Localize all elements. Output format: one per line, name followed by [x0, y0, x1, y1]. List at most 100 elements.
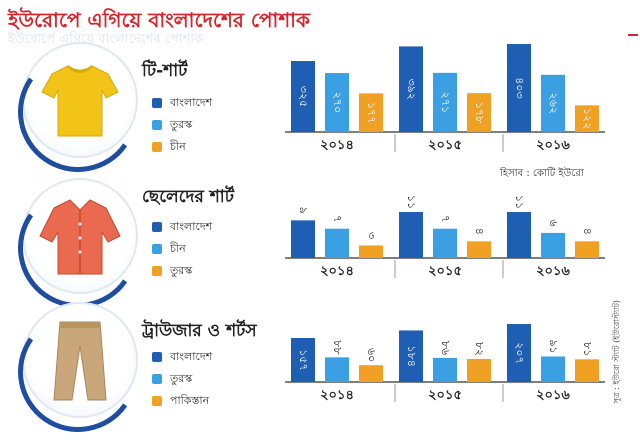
- source-note: সূত্র : ইউরো স্ট্যাট (ইউরোস্ট্যাট): [612, 300, 621, 404]
- bar: [359, 245, 383, 258]
- bar: [291, 220, 315, 258]
- trouser-circle: [22, 302, 138, 418]
- bar: [325, 228, 349, 258]
- legend-swatch: [152, 222, 162, 232]
- data-label: ৬০: [365, 348, 378, 362]
- data-label: ১৭৭: [365, 102, 378, 123]
- data-label: ১১: [513, 195, 526, 209]
- bar: [467, 359, 491, 382]
- ghost-subtitle: ইউরোপে এগিয়ে বাংলাদেশের পোশাক: [8, 32, 204, 47]
- data-label: ৯: [297, 207, 310, 214]
- bar: [467, 93, 491, 132]
- data-label: ৪: [473, 228, 486, 235]
- legend-label: তুরস্ক: [170, 118, 193, 131]
- data-label: ২০৭: [513, 342, 526, 363]
- tshirt-circle: [22, 42, 138, 158]
- data-label: ১৫৭: [297, 349, 310, 370]
- unit-note: হিসাব : কোটি ইউরো: [500, 168, 584, 179]
- panel-title: ছেলেদের শার্ট: [142, 187, 234, 207]
- data-label: ৭: [331, 215, 344, 222]
- bar: [359, 93, 383, 132]
- data-label: ১৮৪: [405, 346, 418, 367]
- bar: [507, 324, 531, 382]
- legend-swatch: [152, 352, 162, 362]
- tshirt-icon: [41, 65, 119, 137]
- data-label: ৮৬: [439, 341, 452, 355]
- data-label: ২৬২: [547, 93, 560, 114]
- bar: [433, 357, 457, 382]
- legend-swatch: [152, 244, 162, 254]
- bar: [575, 105, 599, 132]
- data-label: ৯১: [547, 339, 560, 353]
- data-label: ১২২: [581, 108, 594, 129]
- data-label: ১৭৮: [473, 102, 486, 123]
- bar-chart: ৩২৫ ২৭০ ১৭৭ ২০১৪ ৩৯২ ২৭১ ১৭৮ ২০১৫ ৪০৩ ২৬২ ১২২ ২০১৬: [285, 44, 605, 153]
- data-label: ৮১: [581, 342, 594, 356]
- shirt-icon: [39, 199, 121, 275]
- x-tick-label: ২০১৪: [320, 264, 354, 279]
- legend-label: চীন: [170, 140, 186, 153]
- bar: [541, 74, 565, 132]
- data-label: ৮৮: [331, 340, 344, 354]
- x-tick-label: ২০১৫: [428, 138, 462, 153]
- legend-label: বাংলাদেশ: [170, 350, 213, 363]
- bar-chart: ১৫৭ ৮৮ ৬০ ২০১৪ ১৮৪ ৮৬ ৮২ ২০১৫ ২০৭ ৯১ ৮১ ২০১৬: [285, 324, 605, 403]
- data-label: ৩৯২: [405, 78, 418, 99]
- legend-label: বাংলাদেশ: [170, 220, 213, 233]
- bar: [433, 228, 457, 258]
- panel-title: ট্রাউজার ও শর্টস: [142, 321, 257, 341]
- data-label: ৭: [439, 215, 452, 222]
- panel-title: টি-শার্ট: [142, 61, 188, 81]
- legend-label: বাংলাদেশ: [170, 96, 213, 109]
- legend-label: চীন: [170, 242, 186, 255]
- bar: [325, 73, 349, 132]
- bar-chart: ৯ ৭ ৩ ২০১৪ ১১ ৭ ৪ ২০১৫ ১১ ৬ ৪ ২০১৬: [285, 195, 605, 279]
- bar: [399, 330, 423, 382]
- x-tick-label: ২০১৫: [428, 388, 462, 403]
- legend-label: তুরস্ক: [170, 372, 193, 385]
- page-title: ইউরোপে এগিয়ে বাংলাদেশের পোশাক: [8, 8, 310, 32]
- data-label: ৩২৫: [297, 86, 310, 107]
- bar: [399, 46, 423, 132]
- legend-swatch: [152, 374, 162, 384]
- legend-swatch: [152, 396, 162, 406]
- x-tick-label: ২০১৫: [428, 264, 462, 279]
- bar: [433, 72, 457, 132]
- data-label: ২৭০: [331, 92, 344, 113]
- data-label: ৮২: [473, 342, 486, 356]
- bar: [291, 61, 315, 132]
- bar: [575, 359, 599, 382]
- bar: [575, 241, 599, 258]
- data-label: ৪: [581, 228, 594, 235]
- data-label: ৬: [547, 219, 560, 226]
- legend-swatch: [152, 120, 162, 130]
- trouser-icon: [53, 321, 107, 401]
- legend-swatch: [152, 98, 162, 108]
- data-label: ৩: [365, 232, 378, 239]
- x-tick-label: ২০১৪: [320, 388, 354, 403]
- data-label: ২৭১: [439, 92, 452, 113]
- x-tick-label: ২০১৬: [536, 138, 570, 153]
- bar: [399, 212, 423, 258]
- bar: [507, 212, 531, 258]
- bar: [541, 232, 565, 258]
- bar: [541, 356, 565, 382]
- bar: [467, 241, 491, 258]
- chart-tshirt: ৩২৫ ২৭০ ১৭৭ ২০১৪ ৩৯২ ২৭১ ১৭৮ ২০১৫ ৪০৩ ২৬২ ১২২ ২০১৬: [285, 42, 615, 162]
- chart-shirt: ৯ ৭ ৩ ২০১৪ ১১ ৭ ৪ ২০১৫ ১১ ৬ ৪ ২০১৬: [285, 178, 615, 298]
- bar: [291, 338, 315, 382]
- x-tick-label: ২০১৬: [536, 264, 570, 279]
- bar: [507, 44, 531, 132]
- x-tick-label: ২০১৪: [320, 138, 354, 153]
- x-tick-label: ২০১৬: [536, 388, 570, 403]
- data-label: ১১: [405, 195, 418, 209]
- chart-trousers: ১৫৭ ৮৮ ৬০ ২০১৪ ১৮৪ ৮৬ ৮২ ২০১৫ ২০৭ ৯১ ৮১ ২০১৬: [285, 302, 615, 422]
- legend-swatch: [152, 266, 162, 276]
- shirt-circle: [22, 178, 138, 294]
- legend-label: তুরস্ক: [170, 264, 193, 277]
- red-mark: [628, 34, 638, 36]
- bar: [359, 365, 383, 382]
- bar: [325, 357, 349, 382]
- data-label: ৪০৩: [513, 77, 526, 98]
- legend-swatch: [152, 142, 162, 152]
